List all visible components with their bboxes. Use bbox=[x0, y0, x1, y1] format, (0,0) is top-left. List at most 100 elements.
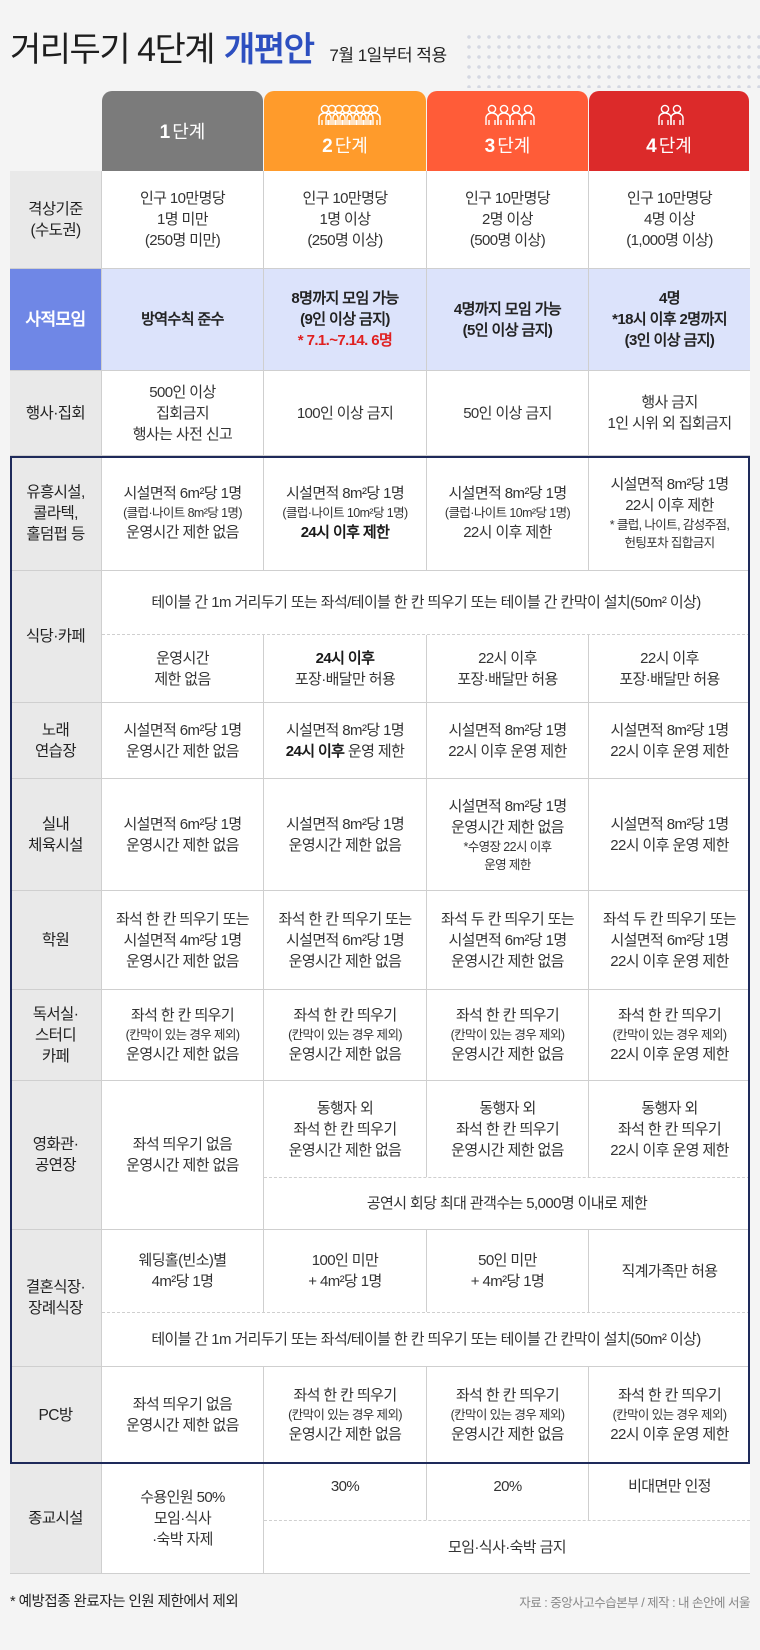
stage-1-cell: 운영시간 제한 없음 bbox=[102, 635, 264, 703]
text-line: 인구 10만명당 bbox=[302, 190, 388, 207]
text-line: 인구 10만명당 bbox=[139, 190, 226, 207]
row-label: 학원 bbox=[10, 891, 102, 990]
text-line: 운영시간 제한 없음 bbox=[126, 742, 239, 760]
text-line: 시설면적 8m²당 1명 bbox=[285, 485, 405, 502]
text-line: 동행자 외 bbox=[316, 1099, 374, 1117]
stage-3-cell: 시설면적 8m²당 1명 운영시간 제한 없음 *수영장 22시 이후 운영 제한 bbox=[427, 779, 589, 891]
stage-3-cell: 동행자 외 좌석 한 칸 띄우기 운영시간 제한 없음 bbox=[427, 1081, 589, 1177]
text-line: 실내 bbox=[41, 815, 70, 833]
text-line: 행사 금지 bbox=[641, 394, 698, 411]
stage-number: 1 bbox=[159, 122, 171, 143]
text-line: 20% bbox=[493, 1478, 522, 1495]
text-line: 시설면적 8m²당 1명 bbox=[448, 721, 567, 739]
text-line: 운영시간 제한 없음 bbox=[126, 1157, 239, 1174]
text-line: 22시 이후 운영 제한 bbox=[610, 836, 729, 854]
stage-3-cell: 좌석 한 칸 띄우기 (칸막이 있는 경우 제외) 운영시간 제한 없음 bbox=[427, 1367, 589, 1464]
text-line: (500명 이상) bbox=[469, 232, 546, 249]
row-label: 영화관· 공연장 bbox=[10, 1081, 102, 1230]
stage-2-cell: 8명까지 모임 가능 (9인 이상 금지) * 7.1.~7.14. 6명 bbox=[264, 269, 427, 371]
text-line: 영화관· bbox=[32, 1136, 79, 1153]
stage-4-cell: 좌석 한 칸 띄우기 (칸막이 있는 경우 제외) 22시 이후 운영 제한 bbox=[589, 990, 750, 1081]
text-line: 체육시설 bbox=[28, 836, 83, 854]
text-line: 독서실· bbox=[32, 1005, 79, 1023]
text-line: 24시 이후 운영 제한 bbox=[286, 741, 405, 762]
text-line: 모임·식사 bbox=[153, 1510, 212, 1527]
text-line: 운영시간 제한 없음 bbox=[451, 1046, 564, 1063]
text-line: 테이블 간 1m 거리두기 또는 좌석/테이블 한 칸 띄우기 또는 테이블 간… bbox=[151, 1331, 701, 1348]
source-credit: 자료 : 중앙사고수습본부 / 제작 : 내 손안에 서울 bbox=[519, 1596, 750, 1610]
distancing-table: 1 단계 2 단계 3 단계 4 단계 격상기준 (수도권) 인구 10만명당 1명 미만 (250명 … bbox=[10, 91, 750, 1574]
text-line: 50인 이상 금지 bbox=[463, 404, 552, 422]
text-line: *수영장 22시 이후 bbox=[463, 839, 552, 854]
stage-3-cell: 시설면적 8m²당 1명 22시 이후 운영 제한 bbox=[427, 703, 589, 779]
text-line: 좌석 한 칸 띄우기 bbox=[293, 1007, 397, 1024]
text-line: 결혼식장· bbox=[25, 1279, 86, 1296]
text-line: 운영시간 제한 없음 bbox=[288, 952, 402, 970]
text-line: 격상기준 bbox=[28, 200, 83, 218]
stage-4-cell: 좌석 두 칸 띄우기 또는 시설면적 6m²당 1명 22시 이후 운영 제한 bbox=[589, 891, 750, 990]
text-line: 포장·배달만 허용 bbox=[457, 670, 558, 688]
text-line: *18시 이후 2명까지 bbox=[612, 311, 727, 328]
text-line: (칸막이 있는 경우 제외) bbox=[450, 1408, 565, 1422]
stage-4-cell: 비대면만 인정 bbox=[589, 1464, 750, 1520]
text-line: 좌석 한 칸 띄우기 또는 bbox=[278, 910, 412, 928]
stage-1-cell: 웨딩홀(빈소)별 4m²당 1명 bbox=[102, 1230, 264, 1312]
text-line: 동행자 외 bbox=[641, 1099, 698, 1117]
text-line: (250명 이상) bbox=[307, 232, 383, 249]
text-line: 공연시 회당 최대 관객수는 5,000명 이내로 제한 bbox=[366, 1195, 648, 1212]
stage-2-cell: 100인 이상 금지 bbox=[264, 371, 427, 456]
text-line: 운영시간 제한 없음 bbox=[126, 1046, 239, 1063]
text-line: 운영시간 제한 없음 bbox=[126, 524, 239, 541]
text-line: 시설면적 8m²당 1명 bbox=[610, 815, 729, 833]
text-line: (칸막이 있는 경우 제외) bbox=[612, 1028, 727, 1042]
stage-1-cell: 수용인원 50% 모임·식사 ·숙박 자제 bbox=[102, 1464, 264, 1574]
text-line: 4m²당 1명 bbox=[151, 1273, 214, 1290]
text-line: 운영시간 제한 없음 bbox=[451, 1426, 564, 1443]
text-line: 100인 이상 금지 bbox=[296, 404, 394, 422]
text-line: 시설면적 8m²당 1명 bbox=[610, 476, 729, 493]
text-line: 운영시간 제한 없음 bbox=[288, 1426, 402, 1443]
text-line: 4명까지 모임 가능 bbox=[453, 300, 562, 318]
text-line: 시설면적 6m²당 1명 bbox=[285, 931, 405, 949]
stage-name: 3 단계 bbox=[485, 132, 531, 158]
stage-1-cell: 방역수칙 준수 bbox=[102, 269, 264, 371]
stage-4-cell: 좌석 한 칸 띄우기 (칸막이 있는 경우 제외) 22시 이후 운영 제한 bbox=[589, 1367, 750, 1464]
text-line: 유흥시설, bbox=[26, 483, 85, 501]
table-corner bbox=[10, 91, 102, 171]
text-line: 시설면적 6m²당 1명 bbox=[123, 721, 242, 739]
person-icon bbox=[496, 104, 511, 126]
row-note: 테이블 간 1m 거리두기 또는 좌석/테이블 한 칸 띄우기 또는 테이블 간… bbox=[102, 571, 750, 635]
text-line: 집회금지 bbox=[156, 404, 209, 422]
stage-4-cell: 시설면적 8m²당 1명 22시 이후 운영 제한 bbox=[589, 703, 750, 779]
stage-4-cell: 4명 *18시 이후 2명까지 (3인 이상 금지) bbox=[589, 269, 750, 371]
text-line: 좌석 띄우기 없음 bbox=[132, 1136, 233, 1153]
stage-3-cell: 좌석 한 칸 띄우기 (칸막이 있는 경우 제외) 운영시간 제한 없음 bbox=[427, 990, 589, 1081]
text-line: 좌석 한 칸 띄우기 bbox=[617, 1387, 722, 1404]
stage-label: 단계 bbox=[658, 136, 692, 156]
stage-1-cell: 인구 10만명당 1명 미만 (250명 미만) bbox=[102, 171, 264, 269]
title-subtitle: 7월 1일부터 적용 bbox=[329, 46, 447, 65]
person-icon bbox=[324, 104, 339, 126]
row-label: 식당·카페 bbox=[10, 571, 102, 703]
text-line: 운영시간 제한 없음 bbox=[288, 836, 402, 854]
stage-3-cell: 22시 이후 포장·배달만 허용 bbox=[427, 635, 589, 703]
text-line: 수용인원 50% bbox=[140, 1489, 225, 1506]
text-line: 운영시간 제한 없음 bbox=[288, 1046, 402, 1063]
text-line: 4명 이상 bbox=[644, 211, 696, 228]
text-line: 사적모임 bbox=[25, 310, 86, 329]
text-line: 행사·집회 bbox=[25, 404, 86, 422]
stage-2-cell: 좌석 한 칸 띄우기 (칸막이 있는 경우 제외) 운영시간 제한 없음 bbox=[264, 990, 427, 1081]
text-line: 학원 bbox=[41, 931, 70, 949]
text-line: 시설면적 8m²당 1명 bbox=[285, 815, 405, 833]
text-line: (칸막이 있는 경우 제외) bbox=[288, 1408, 402, 1422]
stage-label: 단계 bbox=[334, 136, 368, 156]
row-label: 결혼식장· 장례식장 bbox=[10, 1230, 102, 1367]
stage-2-cell: 시설면적 8m²당 1명 24시 이후 운영 제한 bbox=[264, 703, 427, 779]
stage-header-2: 2 단계 bbox=[264, 91, 426, 171]
stage-1-cell: 좌석 한 칸 띄우기 또는 시설면적 4m²당 1명 운영시간 제한 없음 bbox=[102, 891, 264, 990]
stage-4-cell: 시설면적 8m²당 1명 22시 이후 운영 제한 bbox=[589, 779, 750, 891]
text-line: 제한 없음 bbox=[154, 670, 211, 688]
people-icon-group bbox=[657, 104, 684, 126]
